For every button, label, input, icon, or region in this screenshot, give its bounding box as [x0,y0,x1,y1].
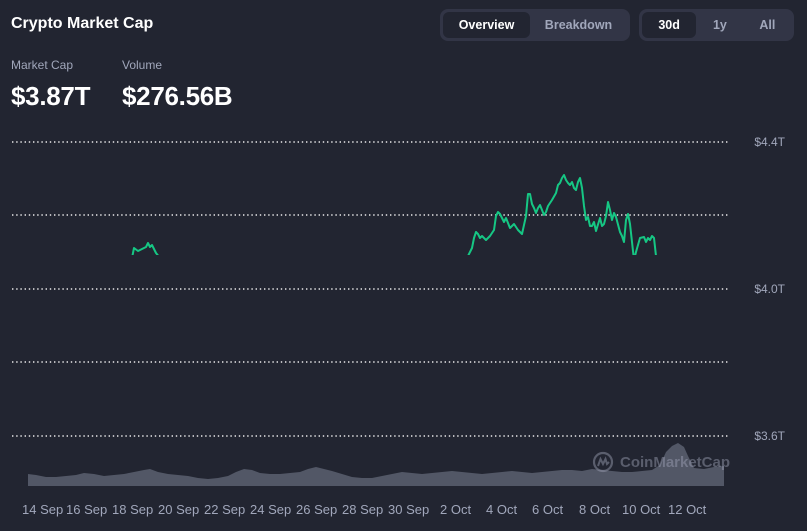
volume-stat: Volume $276.56B [122,58,233,112]
x-tick: 24 Sep [250,502,292,517]
x-tick: 14 Sep [22,502,64,517]
page-title: Crypto Market Cap [11,15,154,32]
tab-overview[interactable]: Overview [443,12,530,38]
tab-breakdown[interactable]: Breakdown [544,18,613,32]
y-tick-4.0t: $4.0T [754,282,785,296]
volume-label: Volume [122,58,163,72]
y-tick-4.4t: $4.4T [754,135,785,149]
x-tick: 22 Sep [204,502,246,517]
x-tick: 18 Sep [112,502,154,517]
range-1y[interactable]: 1y [712,18,727,32]
market-cap-value: $3.87T [11,81,91,111]
volume-value: $276.56B [122,81,233,111]
x-tick: 30 Sep [388,502,430,517]
x-tick: 4 Oct [486,502,518,517]
y-tick-3.6t: $3.6T [754,429,785,443]
market-cap-label: Market Cap [11,58,74,72]
range-all[interactable]: All [759,18,776,32]
x-tick: 16 Sep [66,502,108,517]
market-cap-stat: Market Cap $3.87T [11,58,90,112]
x-tick: 8 Oct [579,502,611,517]
watermark: CoinMarketCap [592,451,730,473]
watermark-text: CoinMarketCap [620,453,731,471]
coinmarketcap-logo-icon [592,451,614,473]
market-cap-line [28,174,724,414]
range-toggle: 30d 1y All [639,9,794,41]
x-tick: 2 Oct [440,502,472,517]
x-tick: 20 Sep [158,502,200,517]
volume-area [28,443,724,486]
x-tick: 12 Oct [668,502,707,517]
grid-lines [12,141,728,437]
x-tick: 28 Sep [342,502,384,517]
view-toggle: Overview Breakdown [440,9,630,41]
range-30d[interactable]: 30d [642,12,697,38]
x-tick: 10 Oct [622,502,661,517]
x-tick: 6 Oct [532,502,564,517]
x-tick: 26 Sep [296,502,338,517]
